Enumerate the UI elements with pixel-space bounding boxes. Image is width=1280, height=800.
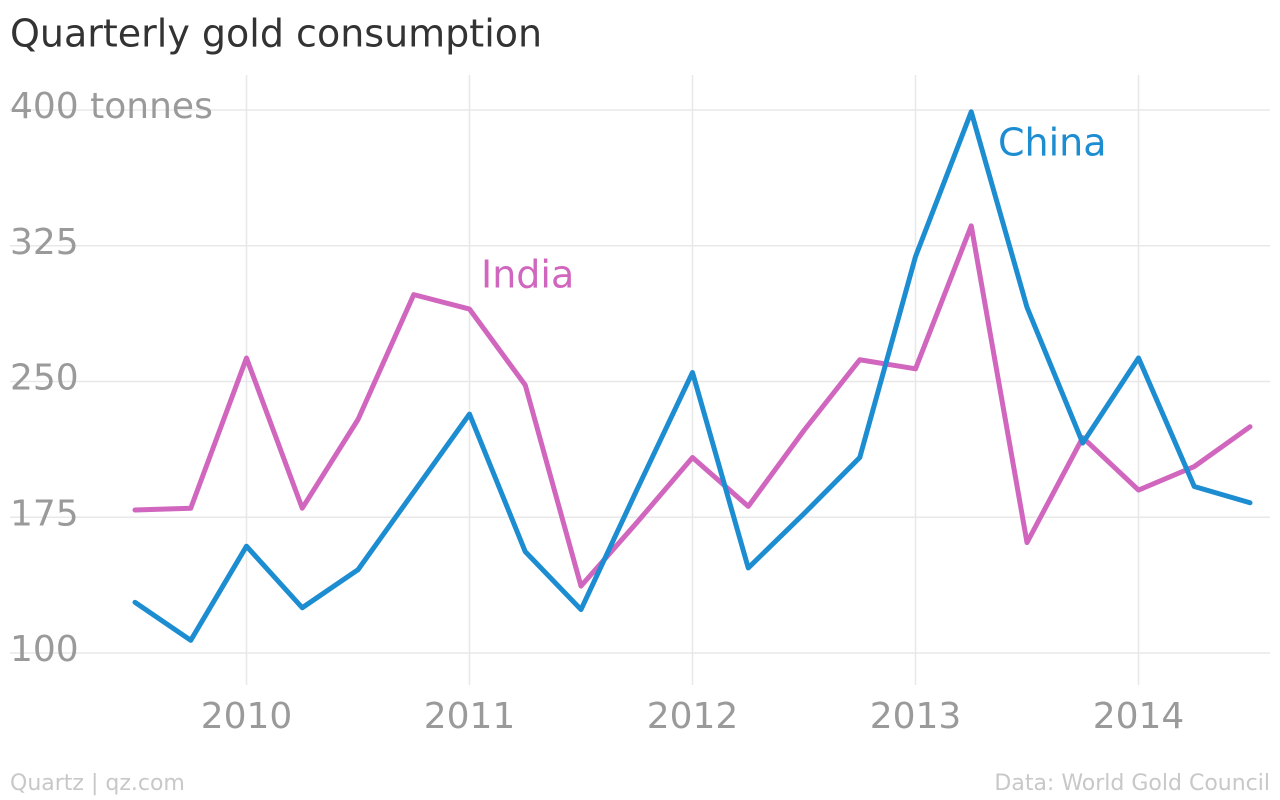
series-line — [132, 223, 1253, 589]
credit: Quartz | qz.com — [10, 771, 185, 796]
x-tick-label: 2012 — [647, 696, 739, 737]
grid: 100 175 250 325 400 tonnes 2010 2011 2012 2013 20… — [10, 75, 1270, 737]
y-tick-label: 175 — [10, 493, 79, 534]
series-label: India — [481, 253, 574, 297]
series-line — [132, 109, 1253, 643]
y-tick-label: 400 tonnes — [10, 86, 213, 127]
source: Data: World Gold Council — [994, 771, 1270, 796]
y-tick-label: 325 — [10, 222, 79, 263]
x-tick-label: 2010 — [201, 696, 293, 737]
plot: India China — [132, 109, 1253, 643]
y-tick-label: 100 — [10, 629, 79, 670]
y-tick-label: 250 — [10, 358, 79, 399]
x-tick-label: 2014 — [1093, 696, 1185, 737]
x-tick-label: 2011 — [424, 696, 516, 737]
series-label: China — [998, 121, 1107, 165]
chart-title: Quarterly gold consumption — [10, 12, 542, 56]
x-tick-label: 2013 — [870, 696, 962, 737]
